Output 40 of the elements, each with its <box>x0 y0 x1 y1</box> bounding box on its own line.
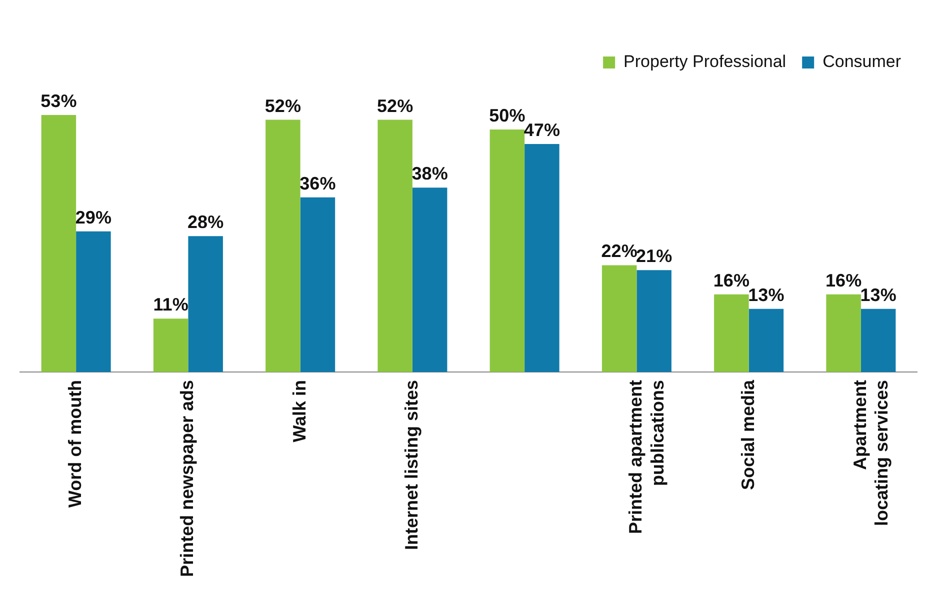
legend-label: Property Professional <box>624 52 786 72</box>
data-label: 36% <box>300 173 336 194</box>
x-tick-label: Social media <box>738 378 758 490</box>
x-tick-label: Printed newspaper ads <box>177 380 198 578</box>
bar <box>266 120 300 372</box>
bar <box>300 197 336 372</box>
x-tick-label: Apartment locating services <box>850 380 892 526</box>
data-label: 13% <box>748 284 784 305</box>
x-tick-label: Word of mouth <box>65 380 86 508</box>
data-label: 16% <box>713 270 750 290</box>
bar <box>714 294 749 372</box>
x-tick-label: Internet listing sites <box>401 380 422 550</box>
x-tick-label: Walk in <box>289 380 310 442</box>
data-label: 21% <box>636 246 672 266</box>
bar <box>188 236 223 372</box>
data-label: 50% <box>489 105 526 126</box>
bar <box>826 294 861 372</box>
bar <box>636 270 672 372</box>
bar <box>602 265 637 372</box>
bar <box>41 114 76 372</box>
data-label: 47% <box>524 120 560 140</box>
bar <box>412 188 448 372</box>
data-label: 16% <box>826 270 862 290</box>
bar <box>748 308 784 372</box>
bar <box>378 120 412 372</box>
data-label: 11% <box>153 294 188 315</box>
bar <box>76 231 111 372</box>
bar <box>860 308 896 372</box>
bar <box>524 144 560 372</box>
bar <box>490 129 525 372</box>
data-label: 53% <box>40 90 77 111</box>
data-label: 22% <box>601 241 638 262</box>
x-tick-label: Printed apartment publications <box>626 380 668 534</box>
legend-label: Consumer <box>822 52 902 72</box>
data-label: 52% <box>264 96 301 116</box>
data-label: 13% <box>860 284 896 305</box>
data-label: 28% <box>188 212 224 232</box>
data-label: 29% <box>75 207 112 228</box>
data-label: 52% <box>377 96 414 116</box>
bar <box>153 318 188 372</box>
